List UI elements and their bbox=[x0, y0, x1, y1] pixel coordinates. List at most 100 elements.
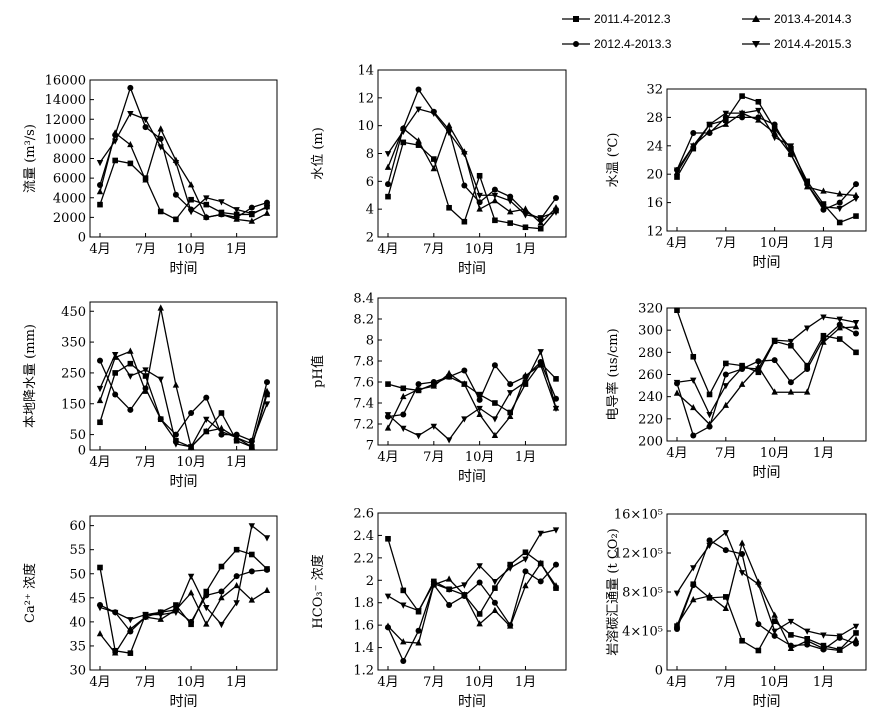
data-point bbox=[706, 542, 713, 549]
data-point bbox=[853, 181, 859, 188]
data-point bbox=[127, 140, 134, 148]
data-point bbox=[690, 432, 697, 439]
data-point bbox=[522, 379, 529, 386]
data-point bbox=[690, 377, 697, 384]
y-axis-label: 电导率 (us/cm) bbox=[605, 328, 621, 420]
x-tick-label: 4月 bbox=[377, 450, 398, 465]
series-line bbox=[676, 326, 857, 426]
data-point bbox=[233, 600, 240, 607]
data-point bbox=[722, 120, 730, 127]
data-point bbox=[722, 110, 730, 117]
data-point bbox=[446, 204, 452, 211]
data-point bbox=[203, 592, 210, 599]
data-point bbox=[263, 387, 271, 394]
data-point bbox=[127, 84, 134, 91]
y-axis-label: 水位 (m) bbox=[311, 127, 326, 180]
data-point bbox=[142, 387, 149, 394]
x-tick-label: 7月 bbox=[423, 450, 444, 465]
y-tick-label: 20 bbox=[646, 168, 663, 183]
y-tick-label: 12×10⁵ bbox=[614, 547, 663, 562]
data-point bbox=[787, 150, 795, 157]
data-point bbox=[836, 646, 843, 653]
y-axis-label: 岩溶碳汇通量 (t CO₂) bbox=[606, 528, 621, 655]
data-point bbox=[96, 188, 104, 195]
data-point bbox=[445, 369, 453, 376]
data-point bbox=[804, 362, 810, 369]
data-point bbox=[522, 371, 529, 379]
data-point bbox=[400, 602, 407, 609]
data-point bbox=[173, 602, 179, 608]
data-point bbox=[127, 617, 134, 624]
data-point bbox=[96, 160, 104, 167]
data-point bbox=[415, 385, 422, 392]
data-point bbox=[787, 379, 794, 386]
data-point bbox=[552, 582, 560, 589]
data-point bbox=[233, 546, 240, 553]
y-tick-label: 6000 bbox=[53, 172, 86, 187]
data-point bbox=[385, 181, 391, 188]
data-point bbox=[461, 151, 468, 158]
data-point bbox=[853, 330, 859, 337]
data-point bbox=[722, 371, 729, 378]
data-point bbox=[461, 416, 468, 423]
series-line bbox=[676, 112, 857, 197]
y-tick-label: 1.6 bbox=[353, 619, 374, 634]
data-point bbox=[522, 582, 529, 589]
data-point bbox=[400, 425, 407, 432]
data-point bbox=[203, 588, 210, 595]
data-point bbox=[755, 366, 762, 373]
x-axis-label: 时间 bbox=[753, 255, 781, 271]
x-tick-label: 7月 bbox=[715, 446, 736, 461]
data-point bbox=[203, 394, 210, 401]
data-point bbox=[739, 114, 746, 121]
x-tick-label: 4月 bbox=[377, 242, 398, 257]
data-point bbox=[755, 581, 762, 588]
data-point bbox=[852, 195, 860, 203]
y-tick-label: 14000 bbox=[45, 93, 86, 108]
data-point bbox=[188, 618, 195, 625]
data-point bbox=[142, 612, 149, 619]
data-point bbox=[852, 320, 860, 327]
data-point bbox=[112, 157, 118, 164]
data-point bbox=[852, 635, 860, 643]
plot-frame bbox=[89, 79, 278, 238]
data-point bbox=[476, 192, 483, 200]
y-axis-label: HCO₃⁻ 浓度 bbox=[310, 554, 326, 628]
data-point bbox=[127, 110, 134, 118]
data-point bbox=[537, 215, 544, 222]
y-tick-label: 250 bbox=[61, 366, 86, 381]
data-point bbox=[690, 596, 697, 603]
data-point bbox=[492, 217, 498, 224]
data-point bbox=[384, 593, 392, 600]
x-tick-label: 7月 bbox=[423, 675, 444, 690]
data-point bbox=[157, 144, 164, 151]
data-point bbox=[771, 121, 778, 128]
data-point bbox=[233, 573, 240, 580]
legend-triangle-up-icon bbox=[742, 15, 770, 22]
data-point bbox=[415, 433, 422, 440]
data-point bbox=[172, 191, 179, 198]
x-tick-label: 1月 bbox=[226, 242, 247, 257]
data-point bbox=[96, 630, 104, 637]
y-tick-label: 320 bbox=[638, 302, 663, 317]
y-tick-label: 4000 bbox=[53, 191, 86, 206]
series-line bbox=[387, 529, 557, 612]
y-tick-label: 8.4 bbox=[353, 292, 374, 307]
x-axis-label: 时间 bbox=[170, 261, 198, 277]
data-point bbox=[384, 412, 392, 419]
data-point bbox=[507, 381, 514, 388]
x-tick-label: 7月 bbox=[423, 242, 444, 257]
data-point bbox=[836, 219, 843, 226]
x-tick-label: 10月 bbox=[176, 242, 206, 257]
data-point bbox=[233, 581, 240, 589]
data-point bbox=[111, 609, 119, 617]
data-point bbox=[755, 98, 762, 105]
y-tick-label: 8000 bbox=[53, 152, 86, 167]
data-point bbox=[248, 211, 256, 218]
data-point bbox=[142, 176, 149, 183]
x-axis-label: 时间 bbox=[753, 694, 781, 710]
data-point bbox=[836, 199, 843, 206]
data-point bbox=[771, 337, 778, 344]
data-point bbox=[771, 632, 778, 639]
